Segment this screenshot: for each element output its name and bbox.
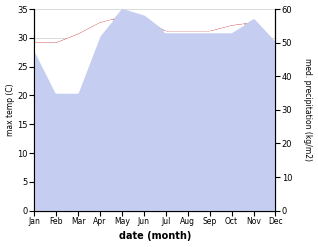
Y-axis label: med. precipitation (kg/m2): med. precipitation (kg/m2)	[303, 58, 313, 161]
Y-axis label: max temp (C): max temp (C)	[5, 83, 15, 136]
X-axis label: date (month): date (month)	[119, 231, 191, 242]
